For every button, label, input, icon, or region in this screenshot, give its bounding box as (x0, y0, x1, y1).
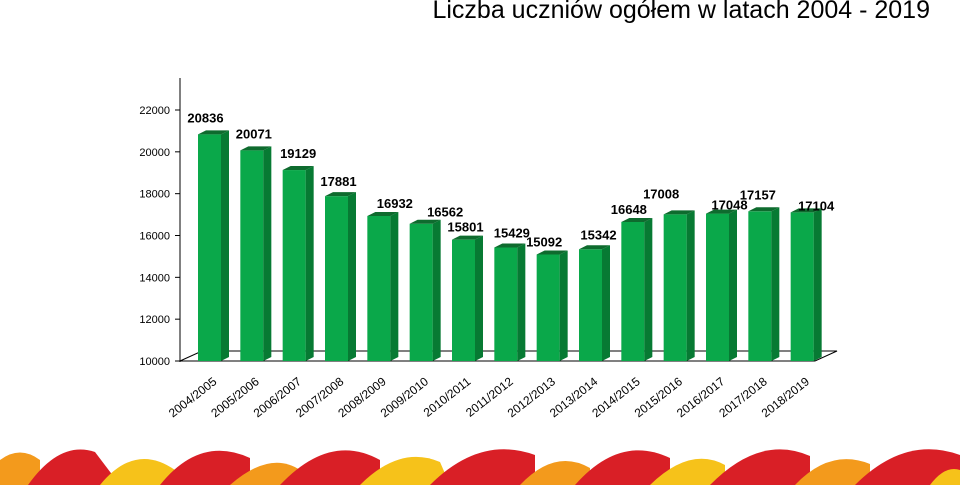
x-tick-label: 2018/2019 (759, 374, 813, 420)
bar-front (198, 134, 221, 361)
bar-front (790, 212, 814, 361)
data-label: 20071 (236, 126, 272, 141)
bar-chart: 10000 12000 14000 16000 18000 20000 22000 2083… (139, 78, 838, 420)
y-tick-label: 10000 (139, 356, 170, 368)
bar-side (475, 235, 483, 361)
data-label: 15429 (494, 225, 530, 240)
bar (621, 217, 653, 361)
bar-front (409, 223, 433, 361)
bar-side (686, 210, 695, 361)
bar-front (282, 170, 306, 361)
data-label: 16562 (427, 205, 463, 220)
bar-front (579, 249, 602, 361)
data-label: 15801 (447, 220, 483, 235)
data-label: 16648 (611, 202, 647, 217)
bar (663, 210, 695, 361)
bar (409, 219, 441, 361)
data-label: 19129 (280, 146, 316, 161)
bar-front (452, 239, 475, 361)
bar-front (621, 221, 645, 361)
data-label: 16932 (377, 196, 413, 211)
bar-top (663, 210, 695, 215)
bar-side (348, 192, 356, 361)
bar (494, 243, 526, 361)
bar-side (771, 207, 780, 361)
decorative-footer-band (0, 440, 960, 485)
bar (367, 212, 399, 361)
data-label: 17008 (643, 186, 679, 201)
chart-title: Liczba uczniów ogółem w latach 2004 - 20… (432, 0, 930, 24)
data-label: 20836 (187, 110, 223, 125)
bar-side (221, 130, 229, 361)
bar-front (706, 213, 729, 361)
y-tick-label: 18000 (139, 189, 170, 201)
data-label: 17048 (711, 198, 747, 213)
bar-side (517, 243, 526, 361)
chart-axes (179, 78, 838, 362)
bars-group (198, 130, 822, 361)
data-label: 17881 (320, 174, 356, 189)
bar (452, 235, 483, 361)
bar-side (729, 209, 737, 361)
bar-side (390, 212, 399, 361)
bar-front (748, 211, 772, 361)
bar-top (494, 243, 526, 248)
y-tick-label: 16000 (139, 231, 170, 243)
bar-top (282, 166, 314, 171)
bar (282, 166, 314, 361)
bar-side (602, 245, 610, 361)
bar-front (367, 216, 391, 361)
bar-top (409, 219, 441, 224)
data-label: 17157 (740, 187, 776, 202)
bar (536, 250, 568, 361)
bar (579, 245, 610, 361)
y-tick-label: 14000 (139, 272, 170, 284)
bar-side (813, 208, 822, 361)
bar-top (790, 208, 822, 213)
bar-top (621, 217, 653, 222)
bar-front (536, 254, 560, 361)
bar (198, 130, 229, 361)
data-label: 15092 (526, 234, 562, 249)
bar (706, 209, 737, 361)
bar-side (432, 219, 441, 361)
bar-side (263, 146, 272, 361)
bar-front (325, 196, 348, 361)
bar-top (240, 146, 272, 151)
bar (748, 207, 780, 361)
bar-top (706, 209, 737, 214)
bar-top (198, 130, 229, 135)
y-tick-label: 20000 (139, 147, 170, 159)
y-tick-label: 22000 (139, 105, 170, 117)
bar-front (240, 150, 264, 361)
x-axis-floor (179, 350, 838, 362)
x-axis-ticks: 2004/20052005/20062006/20072007/20082008… (166, 374, 812, 420)
bar-top (579, 245, 610, 250)
bar-side (559, 250, 568, 361)
bar (325, 192, 356, 361)
data-label: 15342 (580, 227, 616, 242)
bar-top (367, 212, 399, 217)
y-axis-ticks: 10000 12000 14000 16000 18000 20000 22000 (139, 105, 180, 368)
bar-top (748, 207, 780, 212)
bar (790, 208, 822, 361)
bar-top (452, 235, 483, 240)
y-tick-label: 12000 (139, 314, 170, 326)
bar-front (494, 247, 518, 361)
bar-top (536, 250, 568, 255)
bar (240, 146, 272, 361)
bar-front (663, 214, 687, 361)
bar-side (305, 166, 314, 361)
data-label: 17104 (798, 198, 835, 213)
bar-top (325, 192, 356, 197)
bar-side (644, 217, 653, 361)
